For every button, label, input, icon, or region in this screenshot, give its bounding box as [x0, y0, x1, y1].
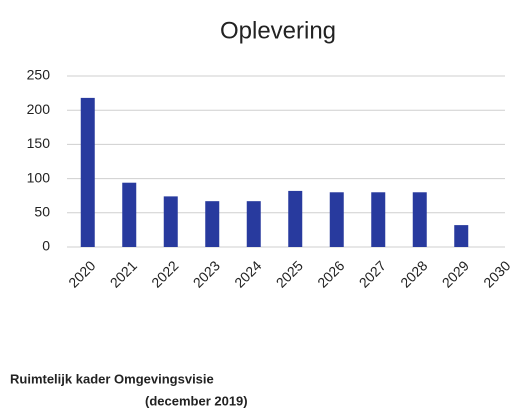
y-tick-label: 50: [34, 204, 50, 220]
bar: [122, 182, 137, 247]
x-tick-label: 2030: [480, 257, 513, 290]
y-tick-label: 250: [27, 67, 51, 83]
bar: [205, 201, 220, 247]
chart-title: Oplevering: [220, 17, 336, 44]
x-tick-label: 2022: [148, 257, 181, 290]
x-tick-label: 2021: [107, 257, 140, 290]
y-tick-label: 100: [27, 169, 51, 185]
x-tick-label: 2029: [439, 257, 472, 290]
x-tick-label: 2025: [273, 257, 306, 290]
footnote: (december 2019): [145, 393, 248, 408]
bar: [454, 225, 469, 247]
bar: [329, 192, 344, 247]
footnote: Ruimtelijk kader Omgevingsvisie: [10, 371, 214, 386]
bar: [246, 201, 261, 247]
bar: [288, 190, 303, 247]
bar: [163, 196, 178, 247]
x-tick-label: 2026: [314, 257, 347, 290]
bar: [412, 192, 427, 247]
x-tick-label: 2023: [190, 257, 223, 290]
y-tick-label: 0: [42, 238, 50, 254]
x-tick-label: 2020: [65, 257, 98, 290]
x-tick-label: 2027: [356, 257, 389, 290]
y-tick-label: 200: [27, 101, 51, 117]
bar: [371, 192, 386, 247]
y-tick-label: 150: [27, 135, 51, 151]
x-tick-label: 2024: [231, 257, 264, 290]
bar: [80, 97, 95, 247]
x-tick-label: 2028: [397, 257, 430, 290]
